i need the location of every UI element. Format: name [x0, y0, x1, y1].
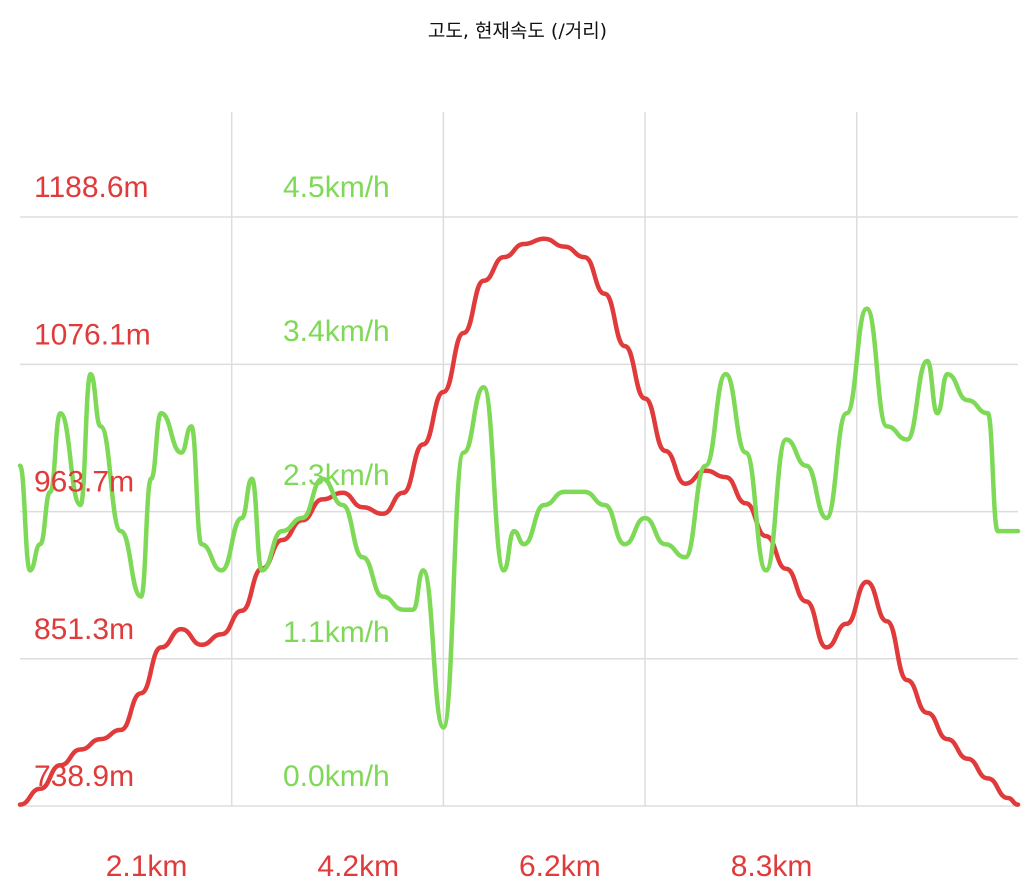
speed-tick-label: 1.1km/h [283, 616, 390, 649]
speed-tick-label: 0.0km/h [283, 760, 390, 793]
elevation-tick-label: 1076.1m [34, 318, 151, 351]
elevation-tick-label: 738.9m [34, 760, 134, 793]
series-layer [17, 236, 1021, 807]
x-tick-label: 4.2km [317, 850, 399, 882]
chart-title: 고도, 현재속도 (/거리) [427, 20, 608, 42]
elevation-tick-label: 851.3m [34, 613, 134, 646]
elevation-tick-label: 963.7m [34, 466, 134, 499]
x-tick-label: 2.1km [106, 850, 188, 882]
grid-lines [20, 112, 1018, 807]
x-tick-label: 8.3km [731, 850, 813, 882]
speed-tick-label: 2.3km/h [283, 459, 390, 492]
elevation-series-line [17, 236, 1021, 807]
x-tick-label: 6.2km [519, 850, 601, 882]
elevation-tick-label: 1188.6m [34, 171, 149, 204]
speed-series-line [17, 306, 1021, 730]
speed-tick-label: 3.4km/h [283, 315, 390, 348]
axis-labels: 738.9m 851.3m 963.7m 1076.1m 1188.6m 0.0km/h 1… [34, 171, 812, 882]
speed-tick-label: 4.5km/h [283, 171, 390, 204]
